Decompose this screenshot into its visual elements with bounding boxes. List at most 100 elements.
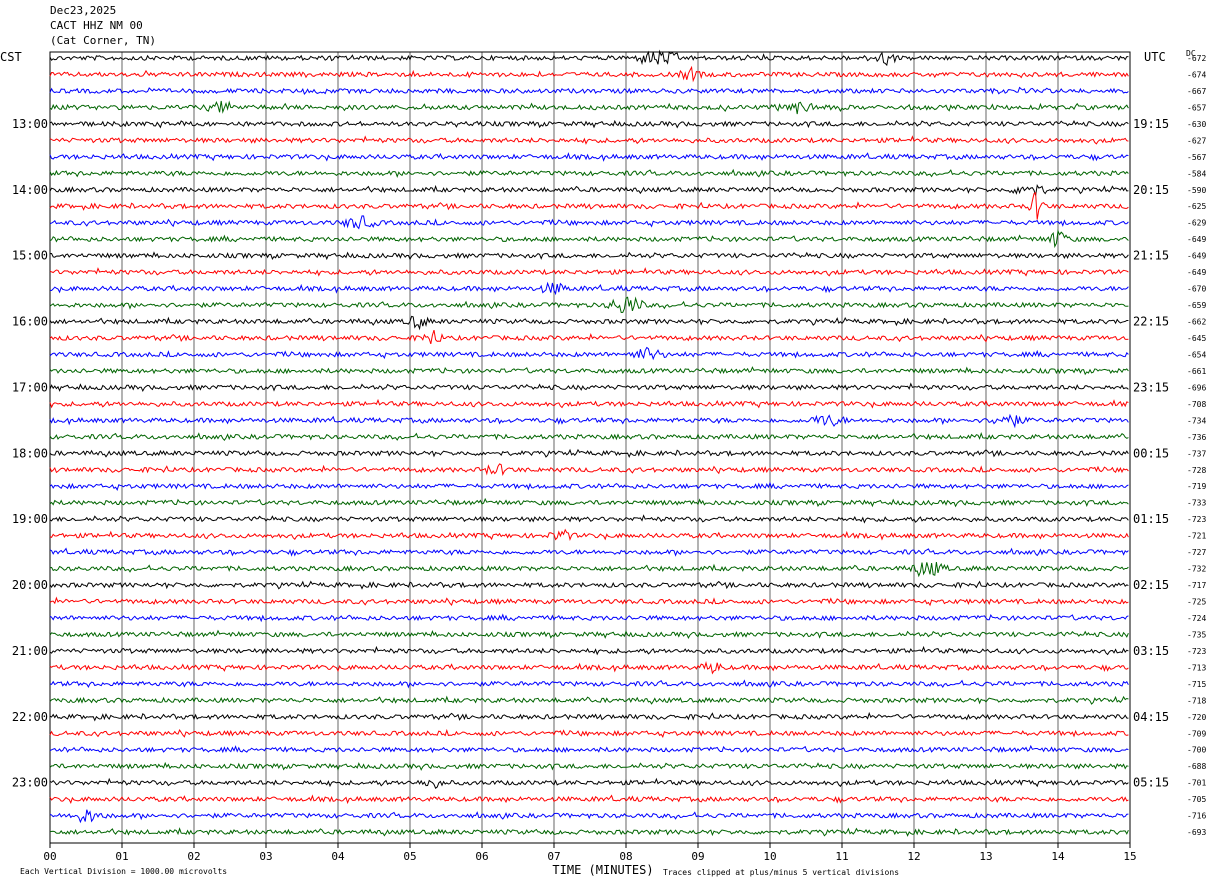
plot-frame [49,51,1131,844]
x-tick-label: 09 [691,850,704,863]
dc-offset-label: -645 [1187,334,1206,343]
left-time-label: 13:00 [12,117,48,131]
seismic-trace [49,528,1129,542]
seismic-trace [49,382,1129,393]
dc-offset-label: -723 [1187,515,1206,524]
dc-offset-label: -715 [1187,680,1206,689]
x-tick-label: 01 [115,850,128,863]
dc-offset-label: -725 [1187,598,1206,607]
seismic-trace [49,251,1129,261]
seismic-trace [49,366,1129,376]
dc-offset-label: -625 [1187,202,1206,211]
seismic-trace [49,448,1129,459]
seismic-trace [49,431,1129,441]
seismic-trace [49,296,1129,314]
right-time-label: 05:15 [1133,776,1169,790]
seismic-trace [49,215,1129,230]
x-tick-label: 06 [475,850,488,863]
dc-offset-label: -627 [1187,136,1206,145]
dc-offset-label: -723 [1187,647,1206,656]
seismic-trace [49,65,1129,83]
x-tick-label: 02 [187,850,200,863]
x-tick-label: 05 [403,850,416,863]
seismic-trace [49,100,1129,115]
left-time-label: 19:00 [12,512,48,526]
dc-offset-label: -716 [1187,812,1206,821]
seismic-trace [49,183,1129,196]
dc-offset-label: -672 [1187,54,1206,63]
seismic-trace [49,777,1129,789]
seismic-trace [49,191,1129,220]
dc-offset-label: -584 [1187,169,1206,178]
dc-offset-label: -732 [1187,565,1206,574]
x-tick-label: 04 [331,850,345,863]
seismic-trace [49,827,1129,837]
dc-offset-label: -654 [1187,350,1206,359]
seismic-trace [49,514,1129,524]
dc-offset-label: -629 [1187,219,1206,228]
left-time-label: 18:00 [12,446,48,460]
dc-offset-label: -724 [1187,614,1206,623]
dc-offset-label: -649 [1187,268,1206,277]
dc-offset-label: -718 [1187,696,1206,705]
plot-station: CACT HHZ NM 00 [50,19,143,32]
dc-offset-label: -700 [1187,746,1206,755]
seismic-trace [49,728,1129,738]
seismic-trace [49,711,1129,722]
x-tick-label: 00 [43,850,56,863]
seismic-trace [49,86,1129,95]
dc-offset-label: -735 [1187,630,1206,639]
seismic-trace [49,761,1129,771]
dc-offset-label: -662 [1187,318,1206,327]
left-time-label: 14:00 [12,183,48,197]
seismic-trace [49,679,1129,689]
right-time-label: 19:15 [1133,117,1169,131]
dc-offset-label: -721 [1187,532,1206,541]
right-time-label: 02:15 [1133,578,1169,592]
seismic-trace [49,809,1129,824]
x-tick-label: 15 [1123,850,1136,863]
seismic-trace [49,346,1129,361]
dc-offset-label: -713 [1187,663,1206,672]
x-tick-label: 11 [835,850,848,863]
x-tick-label: 07 [547,850,560,863]
seismic-trace [49,481,1129,491]
seismic-trace [49,547,1129,557]
dc-offset-label: -674 [1187,70,1206,79]
dc-offset-label: -696 [1187,383,1206,392]
dc-header-label: DC [1186,49,1196,58]
seismic-trace [49,794,1129,805]
seismic-trace [49,119,1129,129]
dc-offset-label: -630 [1187,120,1206,129]
dc-offset-label: -688 [1187,762,1206,771]
left-time-label: 21:00 [12,644,48,658]
seismic-trace [49,629,1129,640]
seismic-trace [49,463,1129,477]
seismic-trace [49,413,1129,429]
seismic-trace [49,152,1129,162]
seismic-trace [49,744,1129,754]
x-tick-label: 10 [763,850,776,863]
dc-offset-label: -567 [1187,153,1206,162]
plot-location: (Cat Corner, TN) [50,34,156,47]
x-tick-label: 13 [979,850,992,863]
seismic-trace [49,135,1129,145]
x-tick-label: 14 [1051,850,1065,863]
dc-offset-label: -720 [1187,713,1206,722]
dc-offset-label: -659 [1187,301,1206,310]
x-tick-label: 03 [259,850,272,863]
seismic-trace [49,49,1129,67]
right-time-label: 22:15 [1133,315,1169,329]
dc-offset-label: -705 [1187,795,1206,804]
dc-offset-label: -661 [1187,367,1206,376]
seismic-trace [49,613,1129,623]
left-time-label: 20:00 [12,578,48,592]
seismic-trace [49,645,1129,656]
left-timezone-label: CST [0,50,22,64]
x-tick-label: 12 [907,850,920,863]
seismic-trace [49,596,1129,607]
left-time-label: 17:00 [12,380,48,394]
left-time-label: 15:00 [12,249,48,263]
left-time-label: 22:00 [12,710,48,724]
